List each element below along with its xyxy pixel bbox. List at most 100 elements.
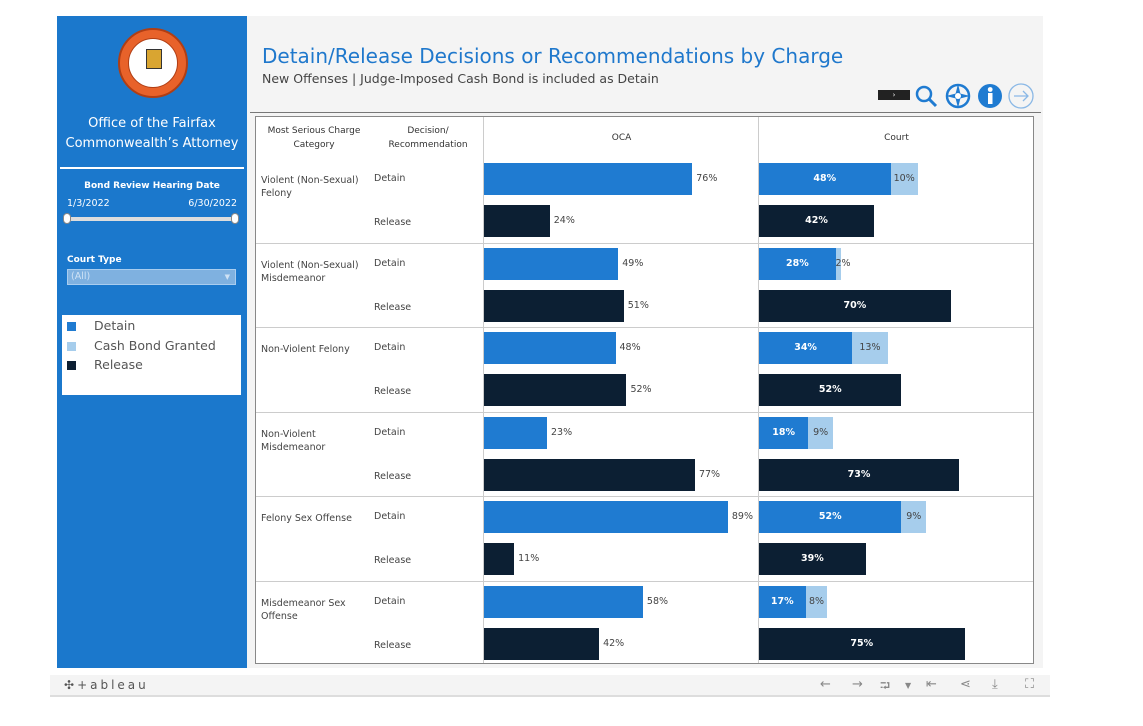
- fullscreen-icon[interactable]: ⛶: [1025, 677, 1035, 692]
- court-bar[interactable]: [759, 374, 902, 406]
- court-value-label: 42%: [805, 215, 828, 226]
- court-bar[interactable]: [759, 332, 853, 364]
- revert-dropdown-icon[interactable]: ▼: [905, 681, 912, 690]
- court-bar[interactable]: [759, 501, 902, 533]
- court-cash-bond-bar[interactable]: [901, 501, 927, 533]
- decision-label: Detain: [374, 596, 406, 607]
- oca-value-label: 51%: [627, 300, 649, 311]
- oca-bar[interactable]: [484, 628, 600, 660]
- court-cash-bond-bar[interactable]: [805, 586, 828, 618]
- court-bar[interactable]: [759, 163, 891, 195]
- category-label: Violent (Non-Sexual) Felony: [261, 175, 359, 199]
- court-cash-bond-bar[interactable]: [852, 332, 888, 364]
- download-icon[interactable]: ⤓: [992, 677, 998, 692]
- toolbar: ›: [878, 83, 1038, 109]
- category-label: Felony Sex Offense: [261, 513, 352, 524]
- oca-bar[interactable]: [484, 332, 616, 364]
- court-bar[interactable]: [759, 543, 866, 575]
- oca-bar[interactable]: [484, 586, 643, 618]
- oca-value-label: 23%: [551, 427, 573, 438]
- page-subtitle: New Offenses | Judge-Imposed Cash Bond i…: [262, 71, 659, 86]
- county-seal-logo: [118, 28, 188, 98]
- court-value-label: 75%: [850, 638, 874, 649]
- decision-label: Release: [374, 386, 412, 397]
- undo-icon[interactable]: ←: [820, 677, 831, 692]
- decision-label: Detain: [374, 258, 406, 269]
- court-cash-bond-label: 9%: [906, 511, 922, 522]
- court-type-dropdown[interactable]: (All) ▼: [67, 269, 236, 285]
- oca-bar[interactable]: [484, 374, 627, 406]
- court-cash-bond-bar[interactable]: [808, 417, 833, 449]
- date-range-slider[interactable]: [63, 213, 239, 224]
- date-filter-label: Bond Review Hearing Date: [84, 181, 220, 191]
- court-value-label: 52%: [818, 511, 842, 522]
- court-cash-bond-label: 10%: [893, 173, 915, 184]
- court-bar[interactable]: [759, 628, 965, 660]
- decision-label: Release: [374, 640, 412, 651]
- court-cash-bond-bar[interactable]: [890, 163, 918, 195]
- redo-icon[interactable]: →: [852, 677, 863, 692]
- chart-table: Most Serious Charge Category Decision/ R…: [255, 116, 1034, 664]
- oca-bar[interactable]: [484, 163, 693, 195]
- court-bar[interactable]: [759, 205, 875, 237]
- dashboard-main: Detain/Release Decisions or Recommendati…: [247, 16, 1043, 668]
- category-label: Non-Violent Misdemeanor: [261, 429, 326, 453]
- header-oca: OCA: [611, 132, 632, 143]
- oca-bar[interactable]: [484, 248, 619, 280]
- decision-label: Release: [374, 555, 412, 566]
- slider-end-handle[interactable]: [231, 213, 239, 224]
- column-divider: [758, 117, 759, 663]
- oca-bar[interactable]: [484, 459, 695, 491]
- court-value-label: 70%: [843, 300, 867, 311]
- tableau-logo[interactable]: ✣+ableau: [64, 678, 149, 692]
- court-cash-bond-label: 2%: [835, 258, 851, 269]
- court-bar[interactable]: [759, 459, 960, 491]
- expand-toggle-button[interactable]: ›: [878, 90, 910, 100]
- date-end: 6/30/2022: [188, 198, 237, 209]
- oca-value-label: 58%: [646, 596, 669, 607]
- divider: [60, 167, 244, 169]
- court-value-label: 39%: [801, 553, 824, 564]
- oca-bar[interactable]: [484, 290, 624, 322]
- court-type-value: (All): [71, 271, 91, 282]
- category-label: Violent (Non-Sexual) Misdemeanor: [261, 260, 359, 284]
- oca-value-label: 76%: [696, 173, 718, 184]
- slider-start-handle[interactable]: [63, 213, 71, 224]
- oca-bar[interactable]: [484, 205, 550, 237]
- oca-value-label: 42%: [603, 638, 625, 649]
- decision-label: Release: [374, 471, 412, 482]
- court-bar[interactable]: [759, 417, 809, 449]
- court-bar[interactable]: [759, 248, 836, 280]
- row-divider: [256, 327, 1033, 328]
- arrow-right-icon[interactable]: [1008, 83, 1034, 109]
- decision-label: Detain: [374, 427, 406, 438]
- oca-value-label: 89%: [731, 511, 753, 522]
- oca-bar[interactable]: [484, 543, 515, 575]
- oca-value-label: 49%: [622, 258, 644, 269]
- court-value-label: 18%: [772, 427, 796, 438]
- revert-icon[interactable]: ⮒: [880, 679, 891, 694]
- share-icon[interactable]: ⋖: [960, 677, 971, 692]
- search-icon[interactable]: [914, 84, 938, 108]
- court-cash-bond-label: 13%: [859, 342, 881, 353]
- decision-label: Release: [374, 217, 412, 228]
- court-bar[interactable]: [759, 586, 806, 618]
- court-value-label: 73%: [847, 469, 871, 480]
- oca-value-label: 52%: [630, 384, 652, 395]
- court-bar[interactable]: [759, 290, 951, 322]
- info-icon[interactable]: [977, 83, 1003, 109]
- chevron-down-icon: ▼: [224, 273, 230, 281]
- reset-icon[interactable]: ⇤: [926, 677, 937, 692]
- category-label: Misdemeanor Sex Offense: [261, 598, 346, 622]
- oca-bar[interactable]: [484, 417, 548, 449]
- compass-icon[interactable]: [945, 83, 971, 109]
- oca-value-label: 24%: [553, 215, 575, 226]
- oca-bar[interactable]: [484, 501, 728, 533]
- decision-label: Detain: [374, 511, 406, 522]
- court-type-label: Court Type: [67, 255, 122, 265]
- row-divider: [256, 243, 1033, 244]
- brand-text: +ableau: [77, 678, 149, 692]
- court-cash-bond-bar[interactable]: [835, 248, 842, 280]
- row-divider: [256, 581, 1033, 582]
- tableau-asterisk-icon: ✣: [64, 678, 78, 692]
